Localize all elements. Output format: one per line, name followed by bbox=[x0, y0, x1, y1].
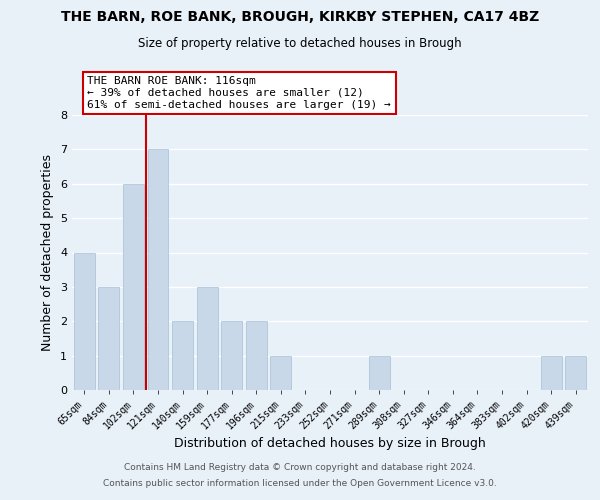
Bar bbox=[98, 287, 119, 390]
Bar bbox=[368, 356, 389, 390]
Bar bbox=[246, 322, 267, 390]
Y-axis label: Number of detached properties: Number of detached properties bbox=[41, 154, 55, 351]
Bar bbox=[541, 356, 562, 390]
X-axis label: Distribution of detached houses by size in Brough: Distribution of detached houses by size … bbox=[174, 436, 486, 450]
Text: Contains HM Land Registry data © Crown copyright and database right 2024.: Contains HM Land Registry data © Crown c… bbox=[124, 464, 476, 472]
Text: Size of property relative to detached houses in Brough: Size of property relative to detached ho… bbox=[138, 38, 462, 51]
Bar bbox=[74, 252, 95, 390]
Bar bbox=[172, 322, 193, 390]
Bar bbox=[148, 150, 169, 390]
Bar bbox=[565, 356, 586, 390]
Text: THE BARN, ROE BANK, BROUGH, KIRKBY STEPHEN, CA17 4BZ: THE BARN, ROE BANK, BROUGH, KIRKBY STEPH… bbox=[61, 10, 539, 24]
Text: Contains public sector information licensed under the Open Government Licence v3: Contains public sector information licen… bbox=[103, 478, 497, 488]
Bar bbox=[123, 184, 144, 390]
Text: THE BARN ROE BANK: 116sqm
← 39% of detached houses are smaller (12)
61% of semi-: THE BARN ROE BANK: 116sqm ← 39% of detac… bbox=[88, 76, 391, 110]
Bar bbox=[197, 287, 218, 390]
Bar bbox=[221, 322, 242, 390]
Bar bbox=[271, 356, 292, 390]
